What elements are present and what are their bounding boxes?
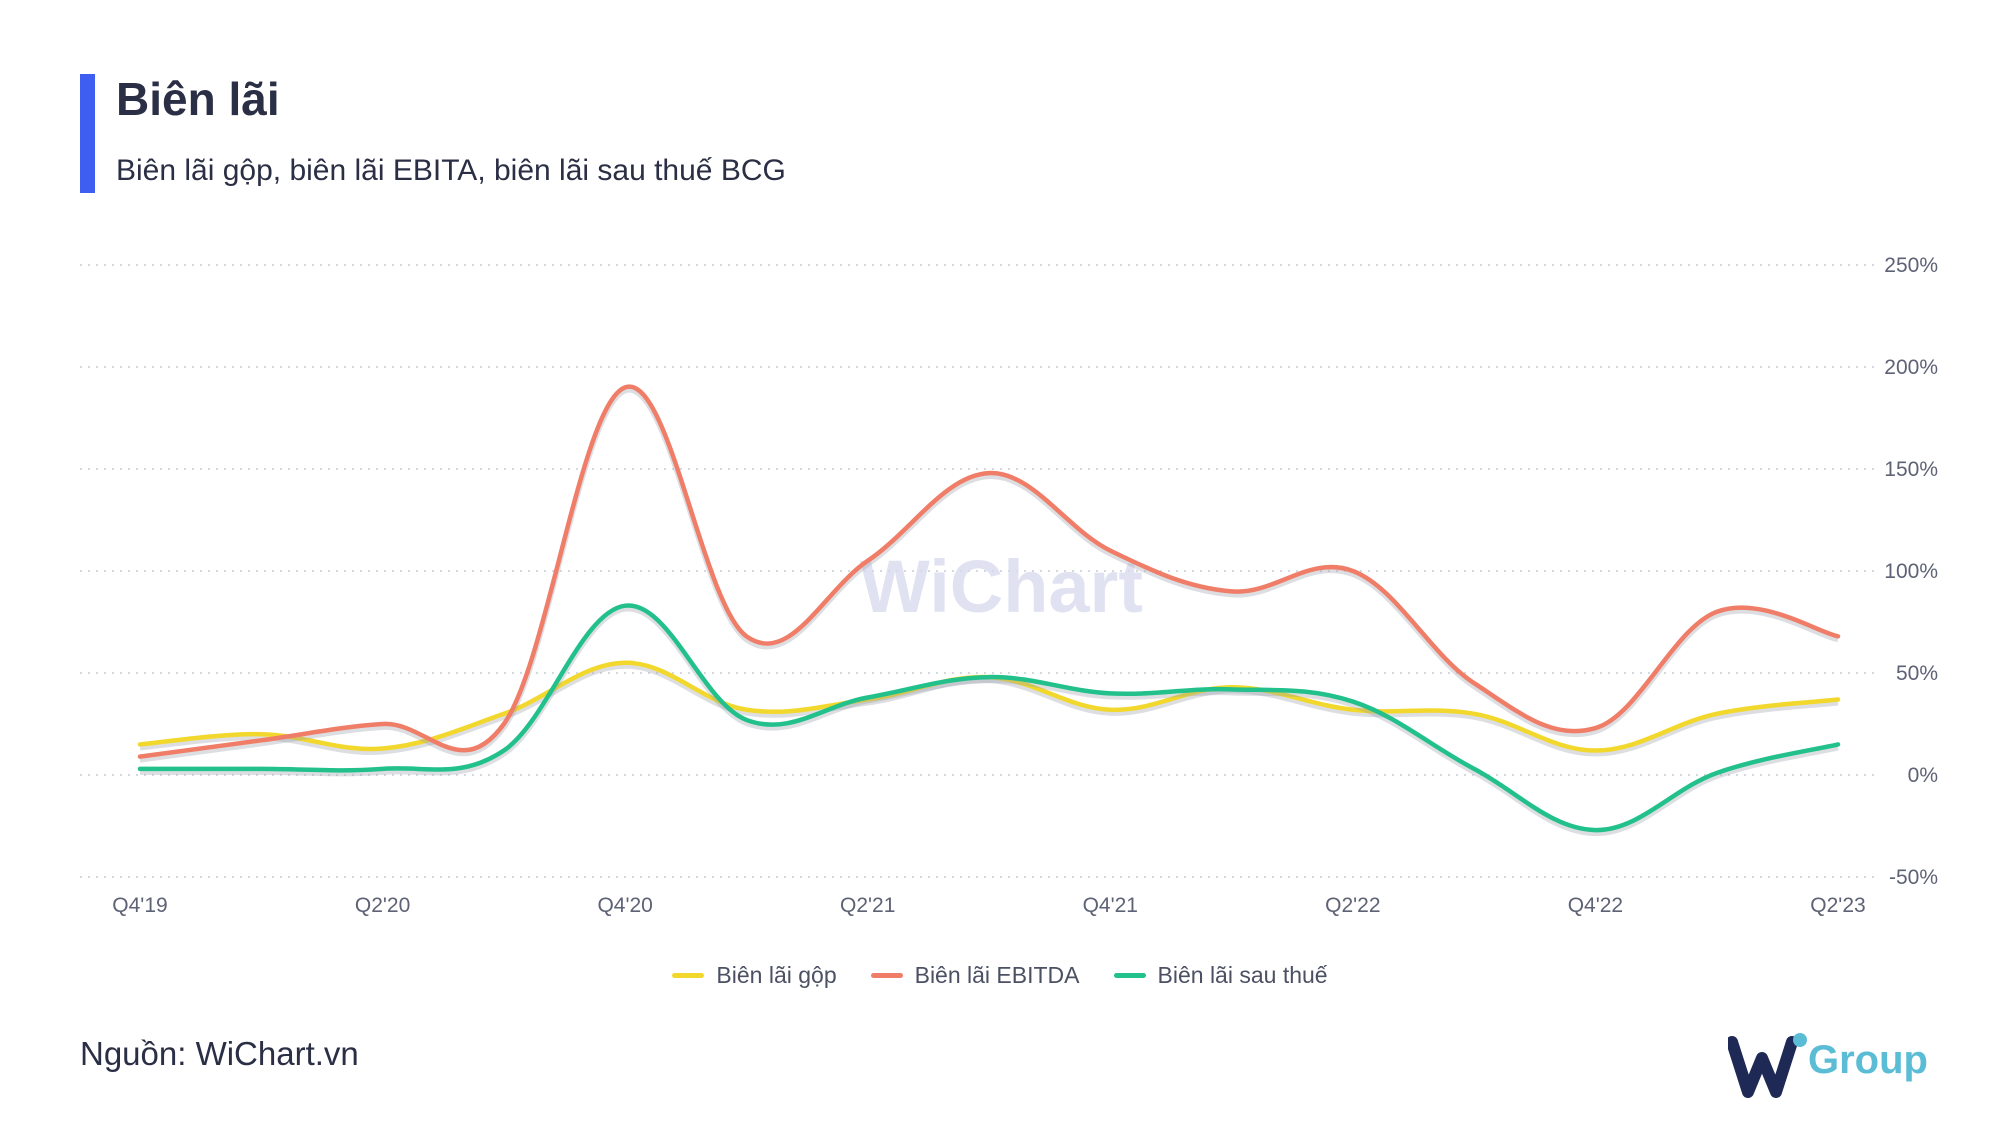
logo-text: Group xyxy=(1808,1038,1928,1082)
grid-lines xyxy=(80,264,1875,878)
x-axis-ticks: Q4'19 Q2'20 Q4'20 Q2'21 Q4'21 Q2'22 Q4'22 Q2'23 xyxy=(112,894,1865,917)
title-accent-bar xyxy=(80,74,95,193)
y-tick-label: 100% xyxy=(1884,560,1938,583)
x-tick-label: Q4'20 xyxy=(597,894,652,917)
x-tick-label: Q4'21 xyxy=(1083,894,1138,917)
legend-item[interactable]: Biên lãi EBITDA xyxy=(870,962,1080,989)
legend-item[interactable]: Biên lãi gộp xyxy=(672,962,837,989)
y-tick-label: 250% xyxy=(1884,254,1938,277)
y-tick-label: 150% xyxy=(1884,458,1938,481)
wi-logo-mark xyxy=(1728,1033,1807,1098)
series-lines xyxy=(137,384,1841,837)
y-tick-label: 50% xyxy=(1896,662,1938,685)
x-tick-label: Q2'22 xyxy=(1325,894,1380,917)
legend-swatch xyxy=(1113,973,1146,978)
legend-item[interactable]: Biên lãi sau thuế xyxy=(1113,962,1328,989)
x-tick-label: Q2'20 xyxy=(355,894,410,917)
series-line-shadow xyxy=(140,605,1839,837)
series-line xyxy=(137,603,1841,833)
legend-label: Biên lãi gộp xyxy=(716,962,837,988)
chart-title: Biên lãi xyxy=(116,73,280,125)
legend-swatch xyxy=(870,973,903,978)
x-tick-label: Q4'22 xyxy=(1568,894,1623,917)
x-tick-label: Q2'23 xyxy=(1810,894,1865,917)
chart-legend: Biên lãi gộp Biên lãi EBITDA Biên lãi sau … xyxy=(0,962,2000,989)
y-tick-label: -50% xyxy=(1889,866,1938,889)
wigroup-logo: Group xyxy=(1728,1030,1928,1100)
series-line xyxy=(137,384,1841,759)
legend-label: Biên lãi EBITDA xyxy=(914,962,1080,988)
watermark-text: WiChart xyxy=(860,545,1143,628)
source-note: Nguồn: WiChart.vn xyxy=(80,1035,359,1072)
legend-label: Biên lãi sau thuế xyxy=(1157,962,1328,988)
legend-swatch xyxy=(672,973,705,978)
y-tick-label: 0% xyxy=(1908,764,1938,787)
y-axis-ticks: 250% 200% 150% 100% 50% 0% -50% xyxy=(1884,254,1938,889)
chart-subtitle: Biên lãi gộp, biên lãi EBITA, biên lãi s… xyxy=(116,154,786,187)
y-tick-label: 200% xyxy=(1884,356,1938,379)
series-line-shadow xyxy=(139,662,1839,757)
x-tick-label: Q2'21 xyxy=(840,894,895,917)
x-tick-label: Q4'19 xyxy=(112,894,167,917)
watermark: WiChart xyxy=(860,545,1143,628)
